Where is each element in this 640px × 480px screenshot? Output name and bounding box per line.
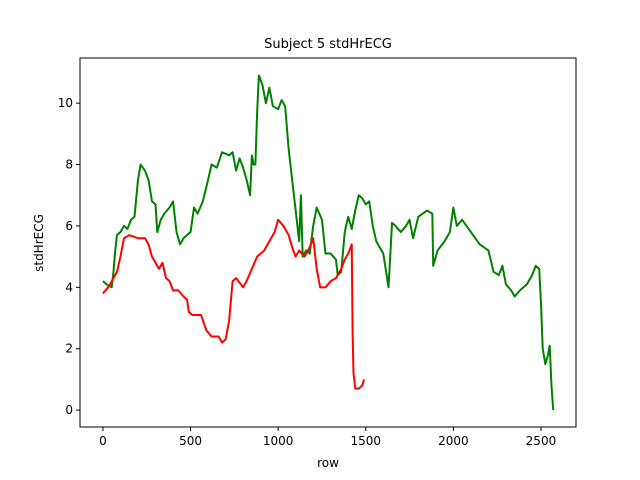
line-series <box>102 74 555 411</box>
x-tick-label: 2000 <box>438 434 469 448</box>
y-tick-label: 8 <box>65 158 73 172</box>
y-tick-label: 10 <box>58 96 73 110</box>
line-series <box>102 218 365 390</box>
y-axis-label: stdHrECG <box>32 214 46 272</box>
x-tick-label: 1500 <box>350 434 381 448</box>
x-axis-label: row <box>317 456 339 470</box>
y-tick-label: 2 <box>65 342 73 356</box>
y-tick-label: 6 <box>65 219 73 233</box>
y-tick-label: 4 <box>65 280 73 294</box>
plot-frame <box>79 57 577 428</box>
x-tick-label: 1000 <box>263 434 294 448</box>
y-tick-label: 0 <box>65 403 73 417</box>
chart-title: Subject 5 stdHrECG <box>264 37 392 52</box>
x-tick-label: 2500 <box>526 434 557 448</box>
x-tick-label: 0 <box>99 434 107 448</box>
x-tick-label: 500 <box>179 434 202 448</box>
